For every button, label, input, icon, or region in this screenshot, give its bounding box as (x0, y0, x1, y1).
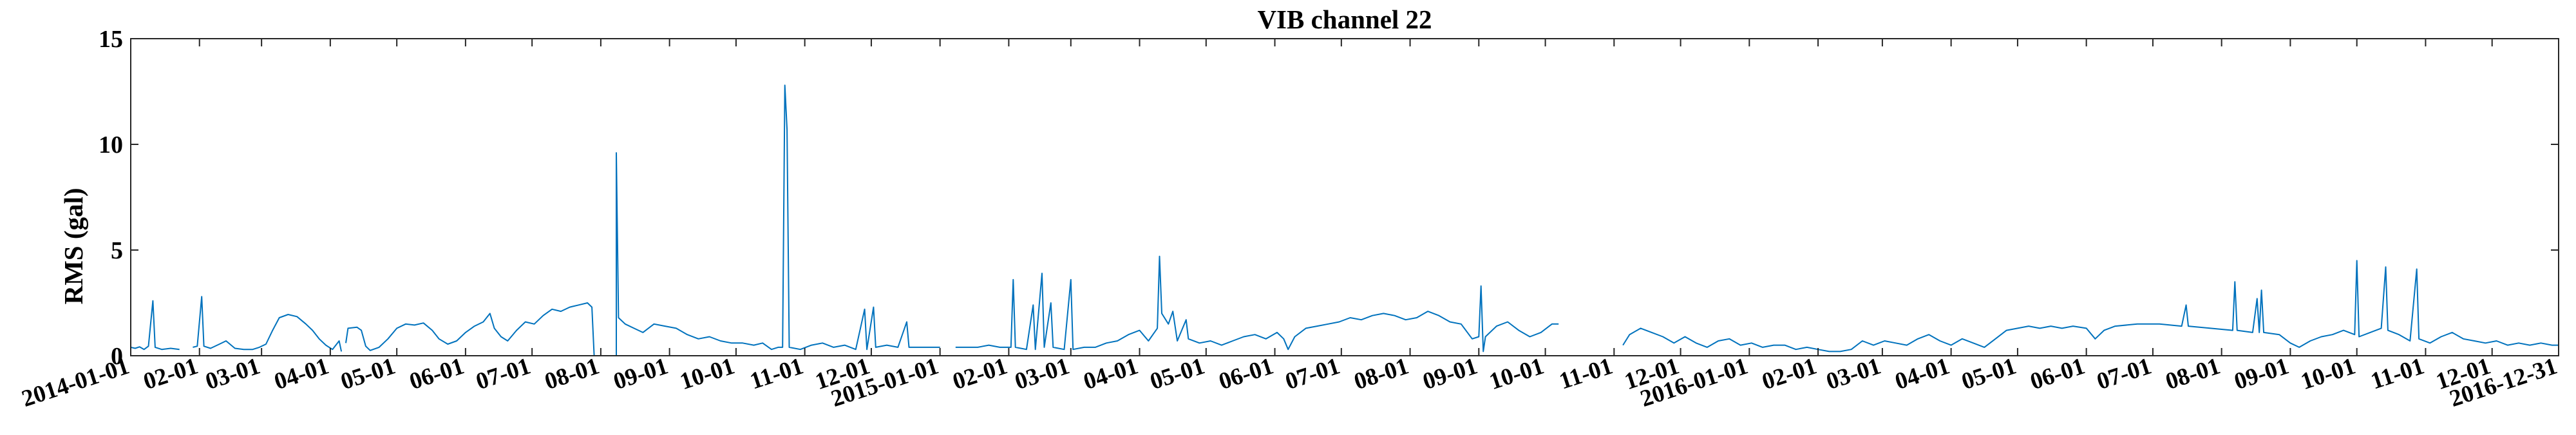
series-layer (130, 84, 2559, 356)
y-tick-label: 10 (99, 131, 123, 159)
series-line-segment-4 (616, 84, 940, 356)
y-axis: 0 5 10 15 (99, 26, 2559, 370)
plot-area-frame (130, 38, 2559, 356)
series-line-segment-1 (130, 300, 180, 351)
y-tick-label: 15 (99, 26, 123, 53)
series-line-segment-6 (1622, 260, 2559, 353)
chart-title: VIB channel 22 (1257, 5, 1432, 34)
y-tick-label: 5 (111, 237, 123, 264)
series-line-segment-3 (345, 302, 595, 356)
series-line-segment-2 (193, 296, 343, 352)
series-line-segment-5 (955, 255, 1559, 353)
y-axis-label: RMS (gal) (59, 188, 88, 304)
y-tick-label: 0 (111, 343, 123, 370)
